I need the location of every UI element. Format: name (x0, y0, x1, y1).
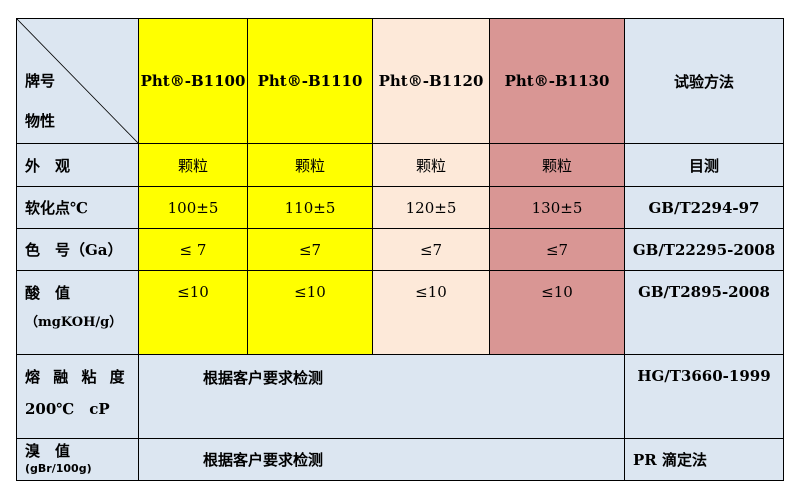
corner-header-cell: 牌号 物性 (16, 18, 139, 144)
property-label: 熔 融 粘 度 200℃ cP (16, 354, 139, 439)
property-label: 软化点℃ (16, 186, 139, 229)
value-cell: ≤10 (489, 270, 625, 355)
value-cell: ≤10 (372, 270, 490, 355)
product-header: Pht®-B1120 (372, 18, 490, 144)
method-cell: HG/T3660-1999 (624, 354, 784, 439)
method-cell: GB/T22295-2008 (624, 228, 784, 271)
property-label: 色 号（Ga） (16, 228, 139, 271)
method-header: 试验方法 (624, 18, 784, 144)
product-header: Pht®-B1130 (489, 18, 625, 144)
table-row: 熔 融 粘 度 200℃ cP 根据客户要求检测 HG/T3660-1999 (16, 354, 784, 439)
value-cell: ≤7 (372, 228, 490, 271)
merged-value-cell: 根据客户要求检测 (138, 438, 625, 481)
header-row: 牌号 物性 Pht®-B1100 Pht®-B1110 Pht®-B1120 P… (16, 18, 784, 144)
property-name: 酸 值 (25, 284, 71, 302)
value-cell: ≤7 (247, 228, 373, 271)
property-unit: 200℃ cP (25, 400, 110, 418)
table-row: 溴 值 (gBr/100g) 根据客户要求检测 PR 滴定法 (16, 438, 784, 481)
property-unit: (gBr/100g) (25, 461, 92, 475)
merged-value-cell: 根据客户要求检测 (138, 354, 625, 439)
property-label: 外 观 (16, 143, 139, 187)
value-cell: 100±5 (138, 186, 248, 229)
value-cell: 130±5 (489, 186, 625, 229)
value-cell: ≤10 (138, 270, 248, 355)
value-cell: ≤7 (489, 228, 625, 271)
table-row: 酸 值 （mgKOH/g） ≤10 ≤10 ≤10 ≤10 GB/T2895-2… (16, 270, 784, 355)
value-cell: 110±5 (247, 186, 373, 229)
method-cell: GB/T2895-2008 (624, 270, 784, 355)
value-cell: 120±5 (372, 186, 490, 229)
value-cell: ≤ 7 (138, 228, 248, 271)
value-cell: ≤10 (247, 270, 373, 355)
property-label: 酸 值 （mgKOH/g） (16, 270, 139, 355)
method-cell: PR 滴定法 (624, 438, 784, 481)
property-name: 熔 融 粘 度 (25, 368, 129, 386)
product-spec-table: 牌号 物性 Pht®-B1100 Pht®-B1110 Pht®-B1120 P… (16, 18, 784, 481)
method-cell: 目测 (624, 143, 784, 187)
product-header: Pht®-B1110 (247, 18, 373, 144)
table-row: 色 号（Ga） ≤ 7 ≤7 ≤7 ≤7 GB/T22295-2008 (16, 228, 784, 271)
value-cell: 颗粒 (247, 143, 373, 187)
diagonal-line (17, 19, 138, 143)
property-unit: （mgKOH/g） (25, 315, 123, 330)
value-cell: 颗粒 (372, 143, 490, 187)
corner-bottom-label: 物性 (25, 112, 56, 130)
product-header: Pht®-B1100 (138, 18, 248, 144)
table-row: 软化点℃ 100±5 110±5 120±5 130±5 GB/T2294-97 (16, 186, 784, 229)
table-row: 外 观 颗粒 颗粒 颗粒 颗粒 目测 (16, 143, 784, 187)
property-name: 溴 值 (25, 441, 71, 460)
method-cell: GB/T2294-97 (624, 186, 784, 229)
value-cell: 颗粒 (489, 143, 625, 187)
property-label: 溴 值 (gBr/100g) (16, 438, 139, 481)
value-cell: 颗粒 (138, 143, 248, 187)
corner-top-label: 牌号 (25, 72, 56, 90)
